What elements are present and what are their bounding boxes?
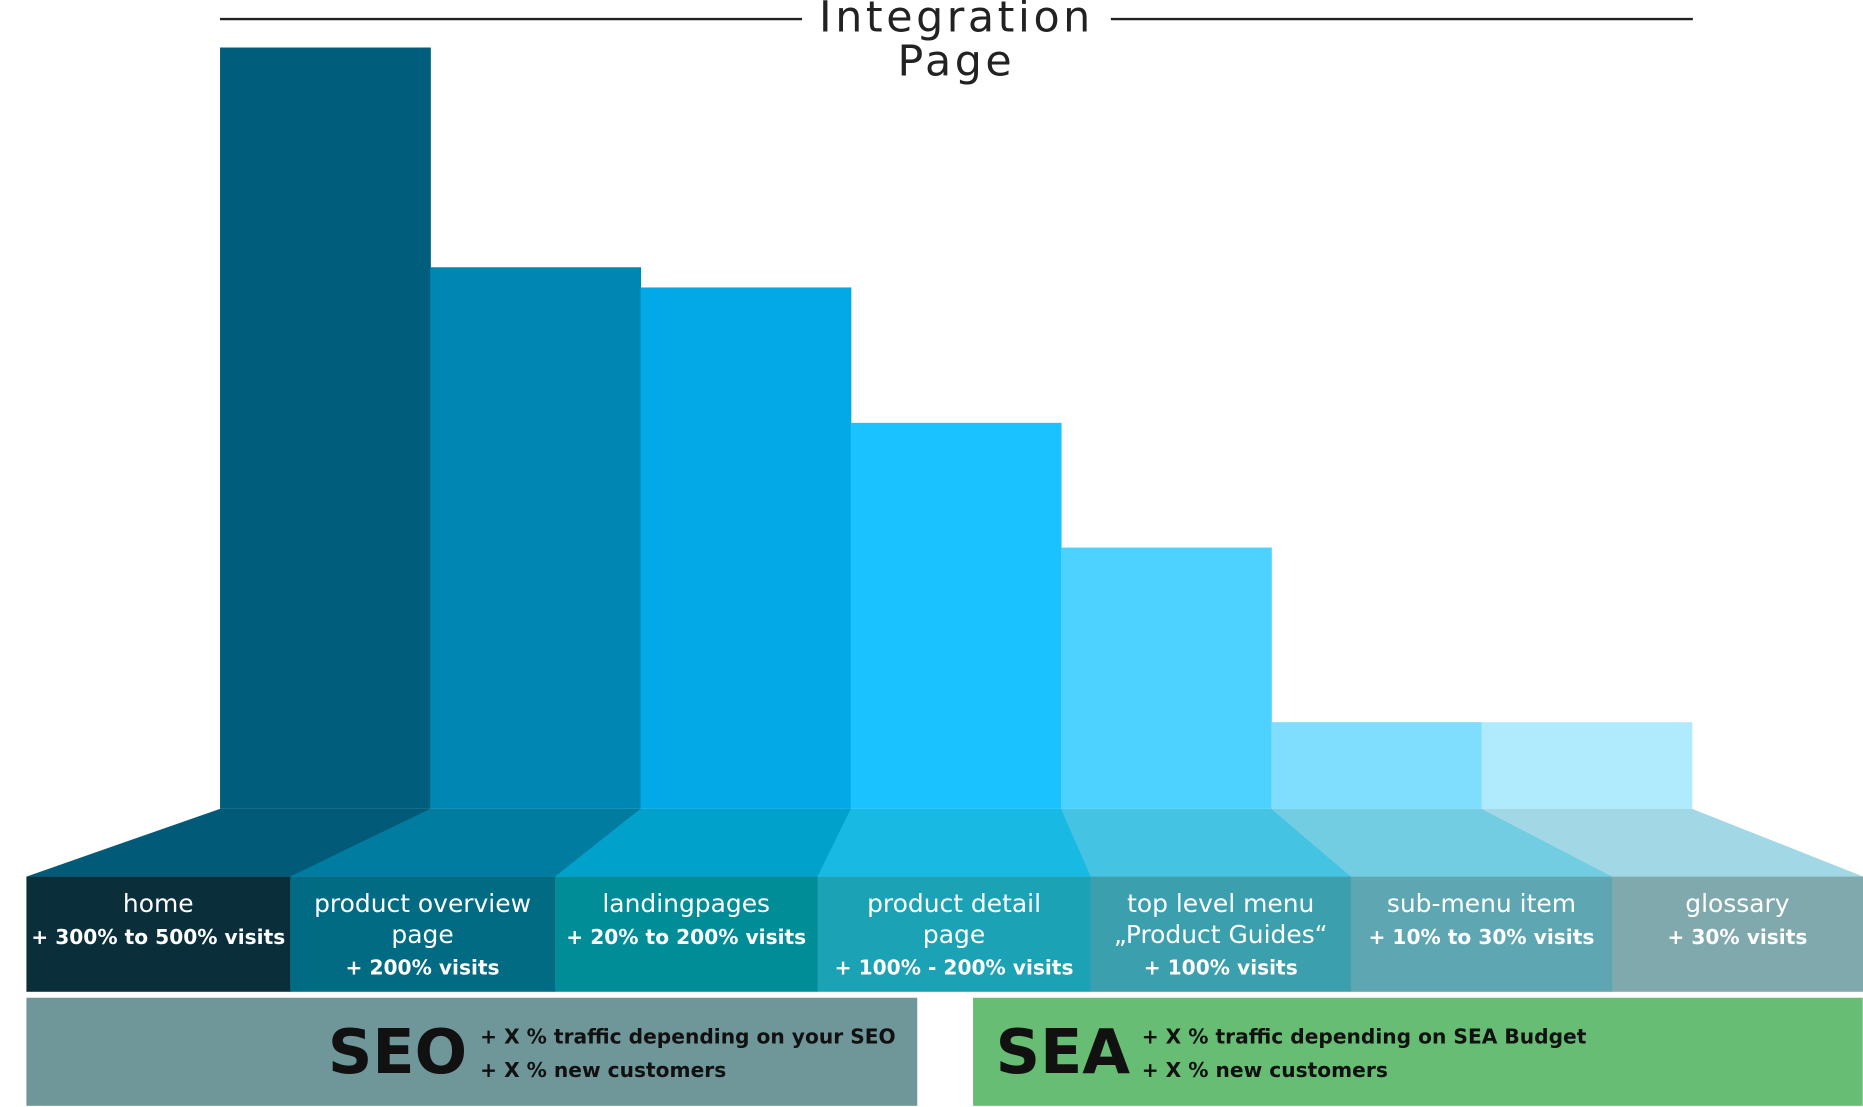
column-detail: + 300% to 500% visits <box>31 925 285 949</box>
column-label: „Product Guides“ <box>1114 920 1328 949</box>
channel-bullet: + X % new customers <box>1142 1058 1388 1082</box>
column-detail: + 20% to 200% visits <box>566 925 806 949</box>
column-detail: + 10% to 30% visits <box>1368 925 1594 949</box>
column-label: home <box>123 889 194 918</box>
column-label: sub-menu item <box>1387 889 1576 918</box>
label-box <box>290 876 556 992</box>
bar <box>1060 547 1272 809</box>
column-label: product detail <box>867 889 1041 918</box>
channel-bullet: + X % traffic depending on your SEO <box>480 1025 896 1049</box>
title: Page <box>898 37 1016 87</box>
column-label: glossary <box>1685 889 1790 918</box>
perspective-band <box>817 808 1092 877</box>
column-detail: + 100% - 200% visits <box>835 956 1074 980</box>
label-box <box>1090 876 1352 992</box>
title: Integration <box>819 0 1094 43</box>
perspective-band <box>290 808 642 877</box>
label-box <box>554 876 819 992</box>
column-detail: + 30% visits <box>1667 925 1807 949</box>
perspective-band <box>26 808 431 877</box>
label-box <box>1350 876 1613 992</box>
bar <box>220 47 431 809</box>
perspective-band <box>554 808 852 877</box>
channel-heading: SEO <box>328 1016 467 1088</box>
column-detail: + 200% visits <box>346 956 500 980</box>
bar <box>430 267 642 809</box>
column-detail: + 100% visits <box>1144 956 1298 980</box>
column-label: page <box>391 920 453 949</box>
label-box <box>26 876 291 992</box>
bar <box>640 287 852 809</box>
channel-heading: SEA <box>996 1016 1131 1088</box>
column-label: top level menu <box>1127 889 1314 918</box>
channel-box <box>26 997 918 1106</box>
perspective-band <box>1481 808 1863 877</box>
bar <box>1271 722 1483 809</box>
column-label: product overview <box>314 889 531 918</box>
perspective-band <box>1271 808 1613 877</box>
column-label: page <box>923 920 985 949</box>
channel-bullet: + X % new customers <box>480 1058 726 1082</box>
channel-box <box>973 997 1863 1106</box>
perspective-band <box>1060 808 1352 877</box>
bar <box>1481 722 1693 809</box>
label-box <box>1612 876 1863 992</box>
column-label: landingpages <box>602 889 770 918</box>
channel-bullet: + X % traffic depending on SEA Budget <box>1142 1025 1587 1049</box>
label-box <box>817 876 1092 992</box>
bar <box>850 422 1062 809</box>
